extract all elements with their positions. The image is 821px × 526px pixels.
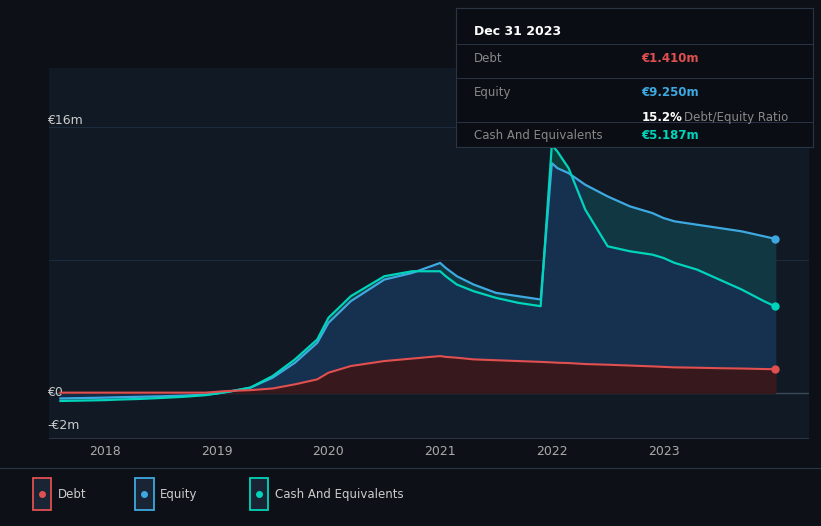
Text: Debt: Debt — [474, 53, 502, 66]
Text: 15.2%: 15.2% — [641, 111, 682, 124]
Text: €16m: €16m — [47, 114, 83, 127]
Text: €1.410m: €1.410m — [641, 53, 699, 66]
FancyBboxPatch shape — [250, 478, 268, 510]
Text: €0: €0 — [47, 386, 63, 399]
Text: -€2m: -€2m — [47, 419, 80, 432]
FancyBboxPatch shape — [33, 478, 51, 510]
Text: €5.187m: €5.187m — [641, 129, 699, 142]
Text: €9.250m: €9.250m — [641, 86, 699, 99]
Text: Debt: Debt — [57, 488, 86, 501]
Text: Equity: Equity — [474, 86, 511, 99]
Text: Dec 31 2023: Dec 31 2023 — [474, 25, 561, 38]
Text: Debt/Equity Ratio: Debt/Equity Ratio — [684, 111, 788, 124]
Text: Cash And Equivalents: Cash And Equivalents — [275, 488, 404, 501]
FancyBboxPatch shape — [135, 478, 154, 510]
Text: Cash And Equivalents: Cash And Equivalents — [474, 129, 602, 142]
Text: Equity: Equity — [160, 488, 198, 501]
